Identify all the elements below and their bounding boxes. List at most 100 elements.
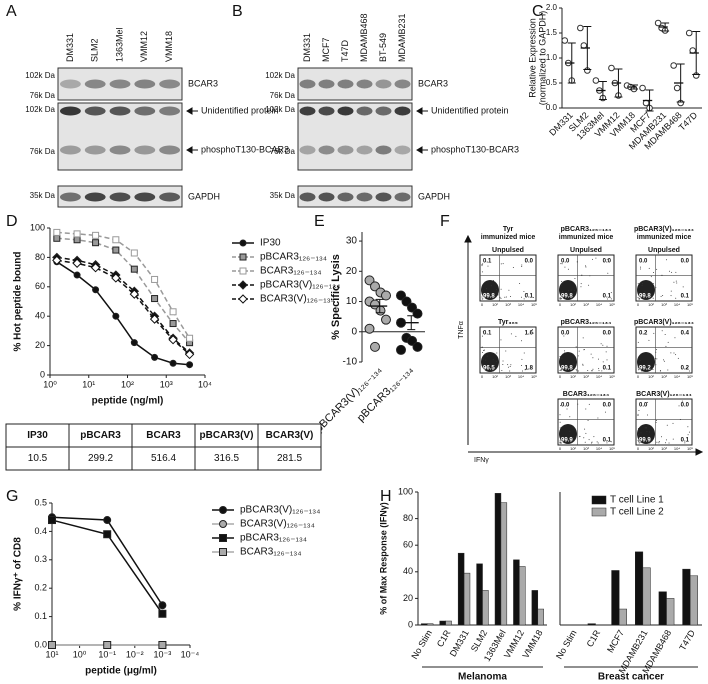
error-bar — [692, 31, 701, 75]
event-dot — [504, 296, 506, 298]
event-dot — [559, 298, 561, 300]
event-dot — [521, 358, 523, 360]
event-dot — [486, 293, 488, 295]
x-tick-label: 10¹ — [82, 379, 95, 389]
event-dot — [641, 370, 643, 372]
event-dot — [560, 369, 562, 371]
event-dot — [505, 296, 507, 298]
event-dot — [605, 351, 607, 353]
event-dot — [531, 329, 533, 331]
flow-tick-label: 10² — [570, 302, 576, 307]
x-tick-label: 10² — [121, 379, 134, 389]
lane-label: T47D — [340, 39, 350, 62]
event-dot — [579, 436, 581, 438]
event-dot — [561, 368, 563, 370]
event-dot — [661, 330, 663, 332]
flow-tick-label: 10² — [648, 302, 654, 307]
quadrant-value: 0.1 — [603, 294, 612, 300]
event-cluster — [559, 424, 577, 444]
band — [394, 79, 411, 89]
marker — [169, 359, 177, 367]
flow-tick-label: 10⁵ — [609, 446, 615, 451]
event-dot — [501, 369, 503, 371]
marker — [381, 290, 391, 301]
event-dot — [570, 442, 572, 444]
quadrant-value: 99.8 — [561, 294, 573, 300]
y-tick-label: 30 — [346, 236, 358, 247]
event-dot — [487, 294, 489, 296]
bar — [531, 590, 539, 626]
size-marker: 102k Da — [265, 105, 295, 114]
event-dot — [610, 298, 612, 300]
event-dot — [689, 431, 691, 433]
flow-plot-title: Unpulsed — [570, 247, 602, 254]
error-bar — [407, 315, 416, 331]
quadrant-value: 0.0 — [639, 403, 648, 409]
event-dot — [646, 363, 648, 365]
category-label: pBCAR3₁₂₆₋₁₃₄ — [355, 363, 416, 424]
event-dot — [559, 421, 561, 423]
quadrant-value: 99.8 — [483, 294, 495, 300]
flow-tick-label: 10⁵ — [609, 374, 615, 379]
flow-tick-label: 0 — [637, 374, 640, 379]
legend-label: IP30 — [260, 238, 281, 249]
event-dot — [653, 271, 655, 273]
event-dot — [499, 296, 501, 298]
event-dot — [533, 296, 535, 298]
event-dot — [675, 297, 677, 299]
quadrant-value: 99.9 — [561, 438, 573, 444]
event-dot — [496, 361, 498, 363]
quadrant-gate — [558, 327, 614, 373]
event-dot — [637, 440, 639, 442]
band — [134, 79, 156, 89]
event-dot — [573, 290, 575, 292]
event-dot — [560, 263, 562, 265]
event-dot — [641, 296, 643, 298]
event-dot — [602, 344, 604, 346]
event-dot — [582, 364, 584, 366]
event-dot — [648, 296, 650, 298]
y-axis-label: % IFNγ⁺ of CD8 — [13, 537, 24, 611]
size-marker: 76k Da — [270, 147, 296, 156]
event-dot — [491, 369, 493, 371]
lane-label: MCF7 — [321, 38, 331, 63]
flow-tick-label: 10⁴ — [674, 374, 680, 379]
event-dot — [675, 354, 677, 356]
event-dot — [485, 359, 487, 361]
flow-plot-title: BCAR3₁₂₆₋₁₃₄ — [563, 391, 609, 398]
bar — [439, 620, 446, 626]
flow-tick-label: 10² — [570, 446, 576, 451]
event-dot — [597, 442, 599, 444]
event-dot — [606, 442, 608, 444]
event-cluster — [559, 280, 577, 300]
event-dot — [589, 275, 591, 277]
quadrant-gate — [636, 255, 692, 301]
event-dot — [561, 426, 563, 428]
flow-tick-label: 10² — [648, 446, 654, 451]
event-dot — [640, 266, 642, 268]
legend-label: pBCAR3(V)₁₂₆₋₁₃₄ — [240, 505, 320, 516]
band — [356, 79, 373, 89]
band — [159, 192, 181, 202]
legend-swatch — [591, 495, 607, 505]
event-dot — [639, 286, 641, 288]
marker — [151, 353, 159, 361]
event-dot — [652, 369, 654, 371]
table-value: 299.2 — [88, 453, 113, 464]
event-dot — [672, 438, 674, 440]
event-dot — [646, 431, 648, 433]
y-axis-label: % Hot peptide bound — [13, 252, 24, 352]
event-dot — [591, 441, 593, 443]
event-dot — [519, 283, 521, 285]
event-dot — [574, 278, 576, 280]
event-dot — [590, 353, 592, 355]
event-dot — [583, 437, 585, 439]
event-dot — [560, 370, 562, 372]
band — [59, 145, 81, 155]
quadrant-value: 0.1 — [603, 438, 612, 444]
event-dot — [647, 414, 649, 416]
event-dot — [481, 335, 483, 337]
size-marker: 102k Da — [25, 105, 55, 114]
error-bar — [598, 81, 607, 100]
